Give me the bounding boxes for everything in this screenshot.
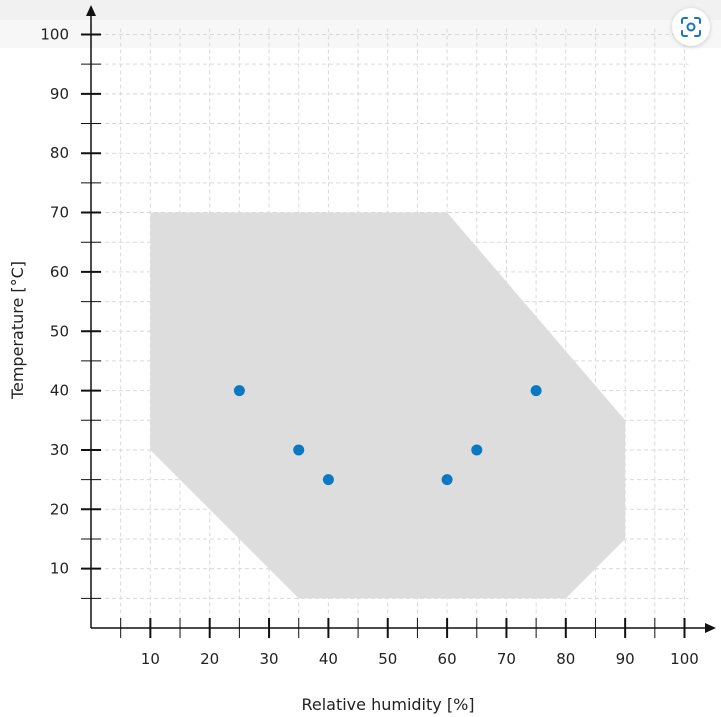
y-axis-arrow — [86, 5, 96, 16]
y-tick-label: 90 — [50, 85, 69, 103]
x-tick-label: 100 — [670, 650, 699, 668]
data-point — [293, 444, 305, 456]
data-point — [322, 474, 334, 486]
x-axis-arrow — [705, 623, 716, 633]
data-point — [441, 474, 453, 486]
y-axis-title: Temperature [°C] — [8, 261, 27, 400]
x-tick-label: 10 — [141, 650, 160, 668]
top-band — [0, 0, 721, 48]
x-tick-label: 50 — [378, 650, 397, 668]
axes: 10 20 30 40 50 60 70 80 90 100 10 20 30 40 50 60 70 80 90 1… — [40, 5, 716, 668]
x-tick-label: 90 — [616, 650, 635, 668]
data-point — [530, 385, 542, 397]
focus-icon — [681, 17, 701, 37]
top-band-strip — [0, 0, 721, 20]
operating-region-layer — [150, 212, 626, 599]
x-axis-title: Relative humidity [%] — [301, 695, 474, 714]
data-point — [471, 444, 483, 456]
y-tick-label: 10 — [50, 560, 69, 578]
data-point — [233, 385, 245, 397]
x-tick-label: 40 — [319, 650, 338, 668]
y-tick-label: 80 — [50, 144, 69, 162]
x-tick-label: 60 — [438, 650, 457, 668]
y-tick-label: 30 — [50, 441, 69, 459]
x-tick-label: 80 — [556, 650, 575, 668]
y-tick-label: 20 — [50, 500, 69, 518]
focus-button[interactable] — [672, 8, 710, 46]
x-tick-label: 20 — [200, 650, 219, 668]
x-tick-label: 70 — [497, 650, 516, 668]
y-tick-label: 50 — [50, 322, 69, 340]
y-tick-label: 40 — [50, 382, 69, 400]
y-tick-label: 70 — [50, 204, 69, 222]
data-points — [233, 385, 542, 486]
x-tick-label: 30 — [260, 650, 279, 668]
y-tick-label: 60 — [50, 263, 69, 281]
operating-region — [150, 212, 626, 599]
y-tick-label: 100 — [40, 26, 69, 44]
